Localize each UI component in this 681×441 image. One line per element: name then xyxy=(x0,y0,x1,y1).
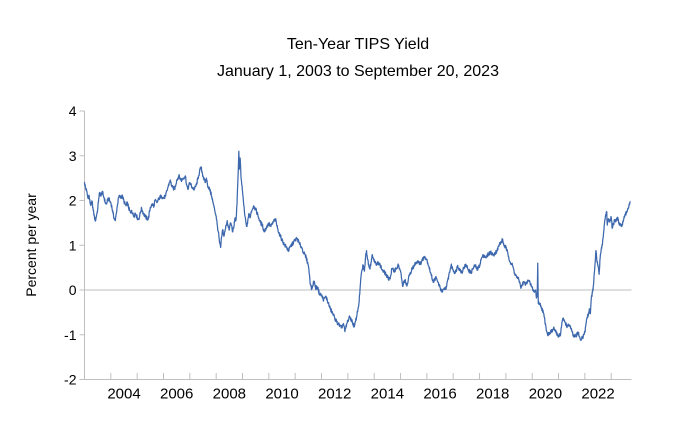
axes-layer: 4 3 2 1 0 -1 -2 2004 2006 2008 2010 2012 2014 2016 201… xyxy=(64,103,632,403)
x-tick-label: 2006 xyxy=(160,386,193,403)
tips-yield-line xyxy=(83,150,631,341)
x-tick-label: 2004 xyxy=(107,386,140,403)
y-tick-label: 1 xyxy=(69,237,77,253)
x-tick-label: 2020 xyxy=(529,386,562,403)
y-tick-label: 4 xyxy=(69,103,77,119)
y-tick-label: -1 xyxy=(64,327,77,343)
y-tick-label: 0 xyxy=(69,282,77,298)
x-tick-label: 2016 xyxy=(423,386,456,403)
series-layer xyxy=(83,150,631,341)
x-tick-label: 2022 xyxy=(581,386,614,403)
x-tick-label: 2010 xyxy=(265,386,298,403)
x-tick-label: 2012 xyxy=(318,386,351,403)
x-tick-label: 2018 xyxy=(476,386,509,403)
chart-title: Ten-Year TIPS Yield xyxy=(287,36,429,53)
chart-subtitle: January 1, 2003 to September 20, 2023 xyxy=(217,63,499,80)
y-tick-label: 3 xyxy=(69,148,77,164)
x-tick-label: 2008 xyxy=(213,386,246,403)
y-tick-label: 2 xyxy=(69,193,77,209)
x-tick-label: 2014 xyxy=(371,386,404,403)
y-tick-label: -2 xyxy=(64,372,77,388)
y-axis-label: Percent per year xyxy=(23,193,39,297)
